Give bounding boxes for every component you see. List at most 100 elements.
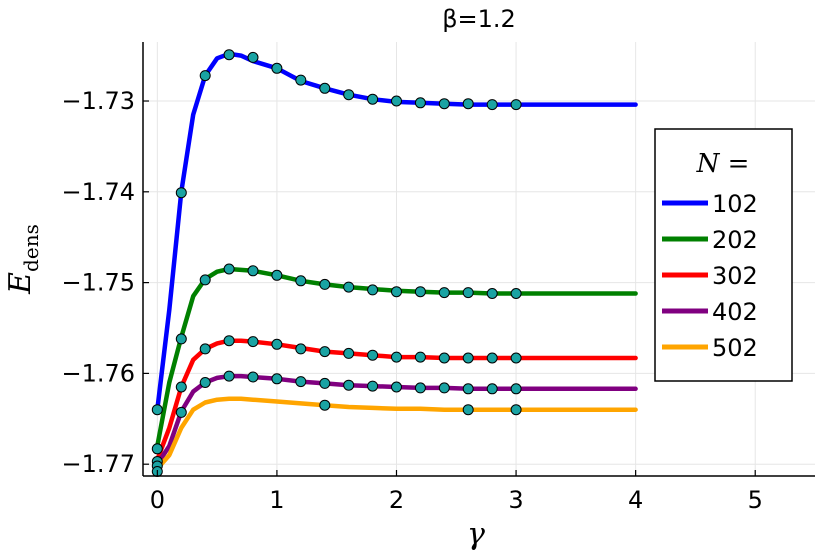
legend-title: N =: [696, 149, 750, 179]
y-tick-label: −1.73: [61, 87, 135, 115]
data-point-402: [367, 380, 379, 392]
data-point-202: [343, 281, 355, 293]
x-tick-label: 0: [150, 486, 165, 514]
data-point-102: [295, 74, 307, 86]
legend-box: [654, 128, 793, 382]
data-point-402: [271, 373, 283, 385]
legend-label-402: 402: [712, 298, 758, 326]
data-point-302: [199, 343, 211, 355]
data-point-102: [367, 93, 379, 105]
data-point-302: [486, 352, 498, 364]
data-point-302: [247, 336, 259, 348]
data-point-302: [271, 338, 283, 350]
data-point-102: [223, 49, 235, 61]
data-point-202: [223, 263, 235, 275]
legend-items: 102 202 302 402 502: [662, 190, 758, 362]
data-point-202: [175, 333, 187, 345]
y-axis-label-text: Edens: [3, 224, 43, 295]
data-point-102: [319, 82, 331, 94]
data-point-402: [510, 383, 522, 395]
data-point-102: [271, 62, 283, 74]
data-point-302: [367, 349, 379, 361]
data-point-302: [391, 351, 402, 363]
x-tick-label: 1: [269, 486, 284, 514]
data-point-102: [438, 98, 450, 110]
y-tick-label: −1.77: [61, 450, 135, 478]
data-point-302: [510, 352, 522, 364]
y-tick-label: −1.75: [61, 269, 135, 297]
data-point-202: [391, 286, 402, 298]
data-point-402: [319, 377, 331, 389]
data-point-402: [414, 382, 426, 394]
x-tick-label: 4: [628, 486, 643, 514]
data-point-302: [223, 335, 235, 347]
axes: [142, 42, 815, 477]
data-point-102: [175, 187, 187, 199]
data-point-302: [414, 351, 426, 363]
data-point-402: [486, 383, 498, 395]
data-point-402: [438, 382, 450, 394]
ticks: 0 1 2 3 4 5 −1.73 −1.74 −1.75 −1.76 −1.77: [61, 87, 762, 514]
x-tick-label: 2: [389, 486, 404, 514]
data-point-102: [391, 95, 402, 107]
data-point-202: [247, 265, 259, 277]
data-point-102: [199, 70, 211, 82]
legend-label-102: 102: [712, 190, 758, 218]
data-point-302: [319, 346, 331, 358]
data-point-202: [438, 287, 450, 299]
data-point-202: [462, 287, 474, 299]
data-point-202: [414, 286, 426, 298]
data-point-402: [343, 379, 355, 391]
data-point-202: [199, 274, 211, 286]
data-point-302: [295, 343, 307, 355]
chart-title: β=1.2: [442, 5, 516, 33]
data-point-402: [391, 381, 402, 393]
x-axis-label: γ: [467, 517, 485, 552]
legend-label-502: 502: [712, 334, 758, 362]
legend-label-202: 202: [712, 226, 758, 254]
series-layer: [151, 49, 638, 477]
data-point-202: [319, 278, 331, 290]
y-tick-label: −1.76: [61, 359, 135, 387]
series-line-102: [155, 51, 638, 412]
data-point-202: [151, 443, 163, 455]
legend-label-302: 302: [712, 262, 758, 290]
data-point-202: [271, 269, 283, 281]
data-point-502: [319, 399, 331, 411]
data-point-302: [438, 352, 450, 364]
data-point-102: [414, 97, 426, 109]
data-point-102: [510, 99, 522, 111]
y-axis-label-main: E: [3, 272, 38, 295]
data-point-302: [175, 381, 187, 393]
data-point-402: [247, 371, 259, 383]
data-point-402: [223, 370, 235, 382]
data-point-502: [510, 404, 522, 416]
data-point-302: [462, 352, 474, 364]
data-point-202: [295, 275, 307, 287]
data-point-102: [343, 89, 355, 101]
y-tick-label: −1.74: [61, 178, 135, 206]
data-point-502: [462, 404, 474, 416]
data-point-102: [151, 404, 163, 416]
legend: N = 102 202 302 402 502: [654, 128, 793, 382]
y-axis-label-sub: dens: [19, 224, 43, 272]
data-point-402: [462, 383, 474, 395]
series-line-502: [155, 396, 638, 471]
x-axis-label-text: γ: [467, 517, 485, 552]
data-point-202: [486, 288, 498, 299]
series-line-302: [155, 338, 638, 462]
series-line-202: [155, 266, 638, 449]
data-point-202: [367, 284, 379, 296]
data-point-402: [175, 406, 187, 418]
series-line-402: [155, 373, 638, 467]
y-axis-label: Edens: [3, 224, 43, 295]
x-tick-label: 5: [748, 486, 763, 514]
data-point-402: [295, 376, 307, 388]
data-point-102: [462, 98, 474, 110]
data-point-202: [510, 288, 522, 299]
data-point-402: [199, 377, 211, 388]
data-point-302: [343, 347, 355, 359]
x-tick-label: 3: [508, 486, 523, 514]
data-point-102: [486, 99, 498, 111]
